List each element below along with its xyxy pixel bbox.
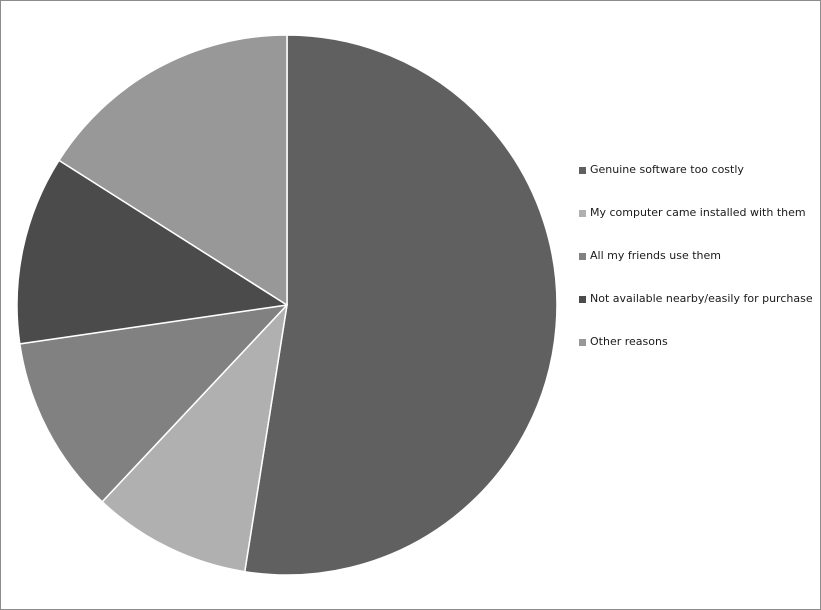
legend-swatch-4 — [579, 296, 586, 303]
legend-item-computer-came-installed: My computer came installed with them — [579, 206, 813, 249]
legend-label: Not available nearby/easily for purchase — [590, 292, 813, 305]
legend-label: Genuine software too costly — [590, 163, 744, 176]
pie-slice-1 — [244, 34, 558, 576]
legend-item-other-reasons: Other reasons — [579, 335, 813, 378]
pie-slice-4 — [16, 159, 288, 345]
legend-label: My computer came installed with them — [590, 206, 806, 219]
pie-slice-2 — [101, 304, 288, 573]
legend-swatch-3 — [579, 253, 586, 260]
legend-swatch-5 — [579, 339, 586, 346]
legend-item-genuine-software-too-costly: Genuine software too costly — [579, 163, 813, 206]
legend-item-not-available-nearby: Not available nearby/easily for purchase — [579, 292, 813, 335]
legend: Genuine software too costly My computer … — [579, 163, 813, 378]
legend-swatch-2 — [579, 210, 586, 217]
pie-slice-3 — [19, 304, 288, 503]
legend-item-friends-use-them: All my friends use them — [579, 249, 813, 292]
pie-slice-5 — [58, 34, 288, 306]
legend-label: Other reasons — [590, 335, 668, 348]
legend-label: All my friends use them — [590, 249, 721, 262]
legend-swatch-1 — [579, 167, 586, 174]
